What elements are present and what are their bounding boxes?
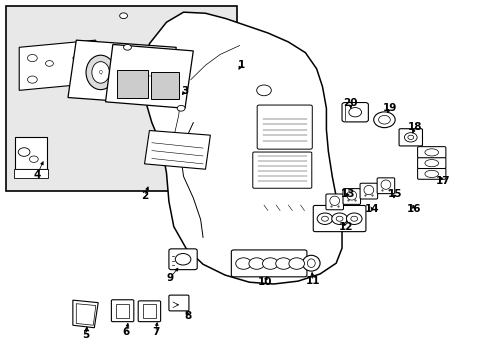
- FancyBboxPatch shape: [417, 168, 445, 179]
- Circle shape: [123, 44, 131, 50]
- Circle shape: [288, 258, 304, 269]
- Ellipse shape: [346, 191, 356, 200]
- Ellipse shape: [307, 259, 315, 267]
- FancyBboxPatch shape: [313, 206, 365, 231]
- FancyBboxPatch shape: [342, 189, 360, 204]
- Bar: [5, 6, 237, 191]
- Ellipse shape: [424, 159, 438, 167]
- FancyBboxPatch shape: [168, 249, 197, 270]
- Text: 15: 15: [386, 189, 401, 199]
- FancyBboxPatch shape: [341, 103, 367, 122]
- Ellipse shape: [424, 170, 438, 177]
- Text: 8: 8: [184, 311, 192, 321]
- Circle shape: [317, 213, 332, 225]
- Circle shape: [346, 213, 361, 225]
- Text: 2: 2: [141, 191, 148, 201]
- Polygon shape: [73, 300, 98, 328]
- Text: 17: 17: [435, 176, 450, 186]
- Ellipse shape: [329, 196, 339, 206]
- Circle shape: [373, 112, 394, 128]
- Text: 5: 5: [82, 330, 89, 340]
- Bar: [116, 304, 129, 318]
- Circle shape: [45, 60, 53, 66]
- Circle shape: [29, 156, 38, 162]
- Circle shape: [321, 216, 328, 221]
- Circle shape: [256, 85, 271, 96]
- Text: 12: 12: [338, 222, 352, 232]
- FancyBboxPatch shape: [359, 183, 377, 199]
- Circle shape: [27, 76, 37, 83]
- Circle shape: [275, 258, 291, 269]
- Circle shape: [407, 135, 413, 139]
- Text: 9: 9: [166, 273, 174, 283]
- Text: 20: 20: [343, 98, 357, 108]
- Bar: [117, 69, 148, 98]
- Ellipse shape: [110, 57, 140, 91]
- Circle shape: [73, 55, 80, 60]
- Circle shape: [235, 258, 251, 269]
- Polygon shape: [144, 131, 210, 169]
- Bar: [14, 169, 48, 178]
- FancyBboxPatch shape: [168, 295, 188, 311]
- Ellipse shape: [135, 59, 163, 93]
- FancyBboxPatch shape: [417, 147, 445, 158]
- Ellipse shape: [141, 65, 158, 87]
- Ellipse shape: [86, 55, 115, 90]
- FancyBboxPatch shape: [138, 301, 160, 321]
- FancyBboxPatch shape: [257, 105, 312, 149]
- Text: Q: Q: [99, 70, 102, 75]
- Text: 4: 4: [34, 170, 41, 180]
- Circle shape: [177, 105, 184, 111]
- Circle shape: [27, 54, 37, 62]
- Text: 16: 16: [406, 204, 421, 215]
- Text: 13: 13: [340, 189, 354, 199]
- Text: 3: 3: [181, 86, 188, 96]
- Circle shape: [348, 108, 361, 117]
- Circle shape: [262, 258, 278, 269]
- Text: h: h: [148, 74, 150, 78]
- Polygon shape: [19, 40, 96, 90]
- Circle shape: [120, 13, 127, 19]
- Text: ψ: ψ: [123, 72, 126, 77]
- FancyBboxPatch shape: [231, 250, 306, 277]
- Ellipse shape: [116, 63, 134, 85]
- Text: 10: 10: [257, 277, 272, 287]
- Circle shape: [80, 79, 87, 84]
- Circle shape: [378, 116, 389, 124]
- Bar: [151, 72, 179, 99]
- Ellipse shape: [302, 255, 320, 271]
- Circle shape: [331, 213, 346, 225]
- FancyBboxPatch shape: [398, 129, 422, 146]
- FancyBboxPatch shape: [325, 194, 343, 210]
- Ellipse shape: [380, 180, 390, 189]
- FancyBboxPatch shape: [111, 300, 134, 321]
- Text: 19: 19: [382, 103, 396, 113]
- Text: 6: 6: [122, 327, 130, 337]
- Polygon shape: [105, 44, 193, 108]
- FancyBboxPatch shape: [417, 157, 445, 168]
- FancyBboxPatch shape: [376, 178, 394, 194]
- Circle shape: [335, 216, 342, 221]
- Polygon shape: [68, 40, 176, 105]
- Circle shape: [404, 133, 416, 142]
- Ellipse shape: [424, 149, 438, 156]
- Circle shape: [18, 148, 30, 156]
- Circle shape: [350, 216, 357, 221]
- Text: 14: 14: [364, 204, 379, 215]
- Ellipse shape: [363, 185, 373, 195]
- Ellipse shape: [92, 62, 109, 83]
- Polygon shape: [142, 12, 341, 284]
- FancyBboxPatch shape: [252, 152, 311, 188]
- Text: 18: 18: [407, 122, 422, 132]
- Circle shape: [175, 253, 190, 265]
- Polygon shape: [76, 304, 96, 325]
- Text: 11: 11: [305, 276, 319, 286]
- Circle shape: [248, 258, 264, 269]
- Text: 1: 1: [237, 60, 244, 70]
- Text: 7: 7: [152, 327, 159, 337]
- Bar: [15, 137, 47, 169]
- Bar: [142, 305, 156, 318]
